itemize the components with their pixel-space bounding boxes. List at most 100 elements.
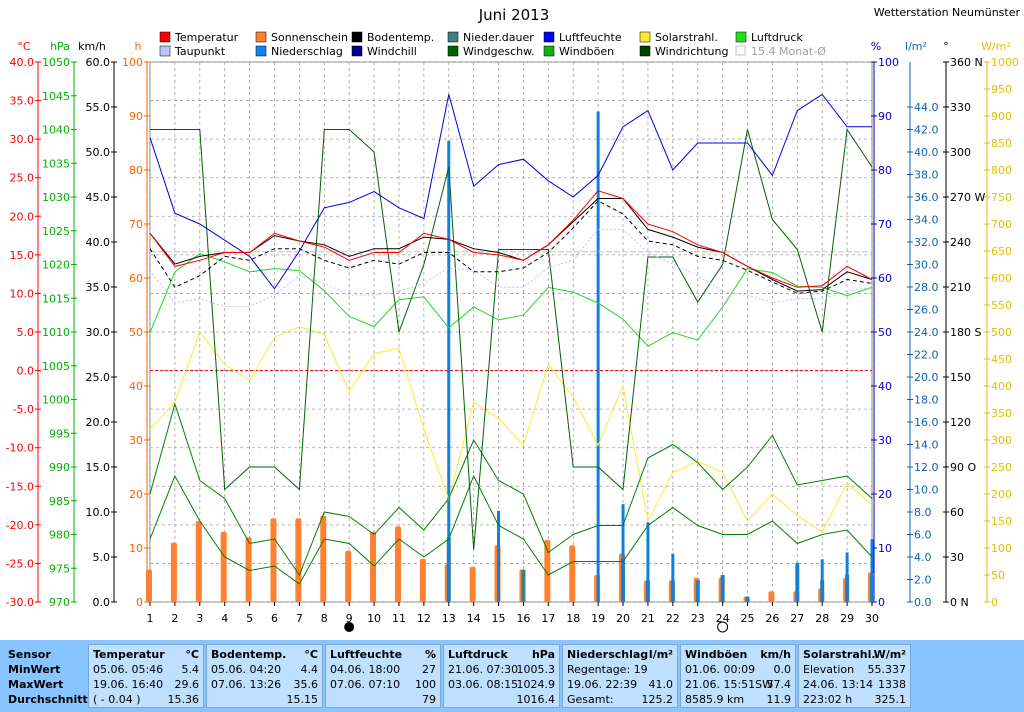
precip-tick-label: 36.0 xyxy=(914,191,939,204)
precip-tick-label: 42.0 xyxy=(914,124,939,137)
precip-tick-label: 16.0 xyxy=(914,416,939,429)
precip-tick-label: 4.0 xyxy=(914,551,932,564)
stat-panel-unit: % xyxy=(424,648,436,661)
humidity-tick-label: 100 xyxy=(878,56,899,69)
precip-tick-label: 12.0 xyxy=(914,461,939,474)
x-tick-label: 1 xyxy=(147,612,154,625)
sun-tick-label: 10 xyxy=(129,542,143,555)
series-line xyxy=(149,474,873,585)
sun-tick-label: 20 xyxy=(129,488,143,501)
legend-entry: Nieder.dauer xyxy=(447,31,534,44)
x-tick-label: 15 xyxy=(492,612,506,625)
new-moon-icon xyxy=(717,621,729,633)
sunshine-bar xyxy=(768,591,775,602)
x-tick-label: 5 xyxy=(246,612,253,625)
legend-label: Windrichtung xyxy=(655,45,728,58)
pressure-tick-label: 975 xyxy=(49,562,70,575)
wind-tick-label: 30.0 xyxy=(86,326,111,339)
pressure-tick-label: 1035 xyxy=(42,157,70,170)
solar-tick-label: 350 xyxy=(991,407,1012,420)
stat-row: 1016.4 xyxy=(448,692,556,707)
x-tick-label: 26 xyxy=(765,612,779,625)
stat-row-label: 04.06. 18:00 xyxy=(330,663,401,676)
solar-tick-label: 750 xyxy=(991,191,1012,204)
precip-tick-label: 30.0 xyxy=(914,259,939,272)
wind-tick-label: 20.0 xyxy=(86,416,111,429)
temp-tick-label: 30.0 xyxy=(10,133,35,146)
temp-tick-label: -15.0 xyxy=(6,480,34,493)
legend-swatch xyxy=(735,31,747,43)
temp-tick-label: 0.0 xyxy=(17,365,35,378)
precip-tick-label: 40.0 xyxy=(914,146,939,159)
sensor-max-label: MaxWert xyxy=(8,678,64,691)
sunshine-bar xyxy=(569,545,576,602)
precip-tick-label: 10.0 xyxy=(914,484,939,497)
humidity-tick-label: 60 xyxy=(878,272,892,285)
humidity-tick-label: 90 xyxy=(878,110,892,123)
stat-panel-unit: km/h xyxy=(760,648,791,661)
stat-row: ( - 0.04 ) 15.36 xyxy=(93,692,199,707)
pressure-tick-label: 1025 xyxy=(42,225,70,238)
direction-tick-label: 30 xyxy=(950,551,964,564)
precip-tick-label: 38.0 xyxy=(914,169,939,182)
legend-swatch xyxy=(351,45,363,57)
stat-row-value: 35.6 xyxy=(293,678,319,691)
direction-tick-label: 360 N xyxy=(950,56,983,69)
legend-swatch xyxy=(255,31,267,43)
stat-panel-header: Bodentemp. °C xyxy=(211,647,318,662)
legend-entry: Windböen xyxy=(543,45,614,58)
solar-tick-label: 400 xyxy=(991,380,1012,393)
pressure-axis-unit: hPa xyxy=(50,40,70,53)
direction-tick-label: 60 xyxy=(950,506,964,519)
legend-entry: Taupunkt xyxy=(159,45,226,58)
legend-entry: Temperatur xyxy=(159,31,239,44)
stat-row: 24.06. 13:14 1338 xyxy=(803,677,906,692)
precip-tick-label: 28.0 xyxy=(914,281,939,294)
legend-label: Solarstrahl. xyxy=(655,31,718,44)
sensor-labels: Sensor MinWert MaxWert Durchschnitt xyxy=(4,644,88,708)
sunshine-bar xyxy=(146,569,152,602)
sun-tick-label: 40 xyxy=(129,380,143,393)
humidity-axis-unit: % xyxy=(871,40,881,53)
stat-row: 21.06. 15:51SW 57.4 xyxy=(685,677,791,692)
pressure-tick-label: 1040 xyxy=(42,124,70,137)
pressure-tick-label: 985 xyxy=(49,495,70,508)
solar-tick-label: 1000 xyxy=(991,56,1019,69)
stat-row-value: 325.1 xyxy=(874,693,907,706)
legend-entry: Windgeschw. xyxy=(447,45,535,58)
stat-row: 19.06. 16:40 29.6 xyxy=(93,677,199,692)
temp-tick-label: -25.0 xyxy=(6,557,34,570)
humidity-tick-label: 0 xyxy=(878,596,885,609)
legend-swatch xyxy=(447,31,459,43)
x-tick-label: 28 xyxy=(815,612,829,625)
stat-panel-title: Luftfeuchte xyxy=(330,648,403,661)
solar-tick-label: 950 xyxy=(991,83,1012,96)
precip-tick-label: 32.0 xyxy=(914,236,939,249)
x-tick-label: 18 xyxy=(566,612,580,625)
sunshine-bar xyxy=(345,550,352,602)
stat-row-label: 07.06. 13:26 xyxy=(211,678,282,691)
series-lines xyxy=(149,93,873,585)
stat-panel-header: Niederschlag l/m² xyxy=(567,647,673,662)
legend-entry: Sonnenschein xyxy=(255,31,348,44)
precip-tick-label: 8.0 xyxy=(914,506,932,519)
legend-swatch xyxy=(159,45,171,57)
stat-row-label: 19.06. 16:40 xyxy=(93,678,164,691)
stat-row: 04.06. 18:00 27 xyxy=(330,662,436,677)
x-tick-label: 21 xyxy=(641,612,655,625)
stat-panel: Windböen km/h 01.06. 00:09 0.0 21.06. 15:51S… xyxy=(680,644,796,708)
stat-row-label: 21.06. 07:30 xyxy=(448,663,519,676)
humidity-tick-label: 40 xyxy=(878,380,892,393)
humidity-tick-label: 50 xyxy=(878,326,892,339)
legend-entry: Bodentemp. xyxy=(351,31,434,44)
stat-row: Regentage: 19 xyxy=(567,662,673,677)
stat-row-label: 24.06. 13:14 xyxy=(803,678,874,691)
legend-swatch xyxy=(159,31,171,43)
legend-swatch xyxy=(447,45,459,57)
stat-panel-title: Niederschlag xyxy=(567,648,649,661)
wind-tick-label: 45.0 xyxy=(86,191,111,204)
series-line xyxy=(149,190,873,288)
stat-row-value: 1024.9 xyxy=(516,678,556,691)
legend-label: Windböen xyxy=(559,45,614,58)
stat-row-label: ( - 0.04 ) xyxy=(93,693,141,706)
